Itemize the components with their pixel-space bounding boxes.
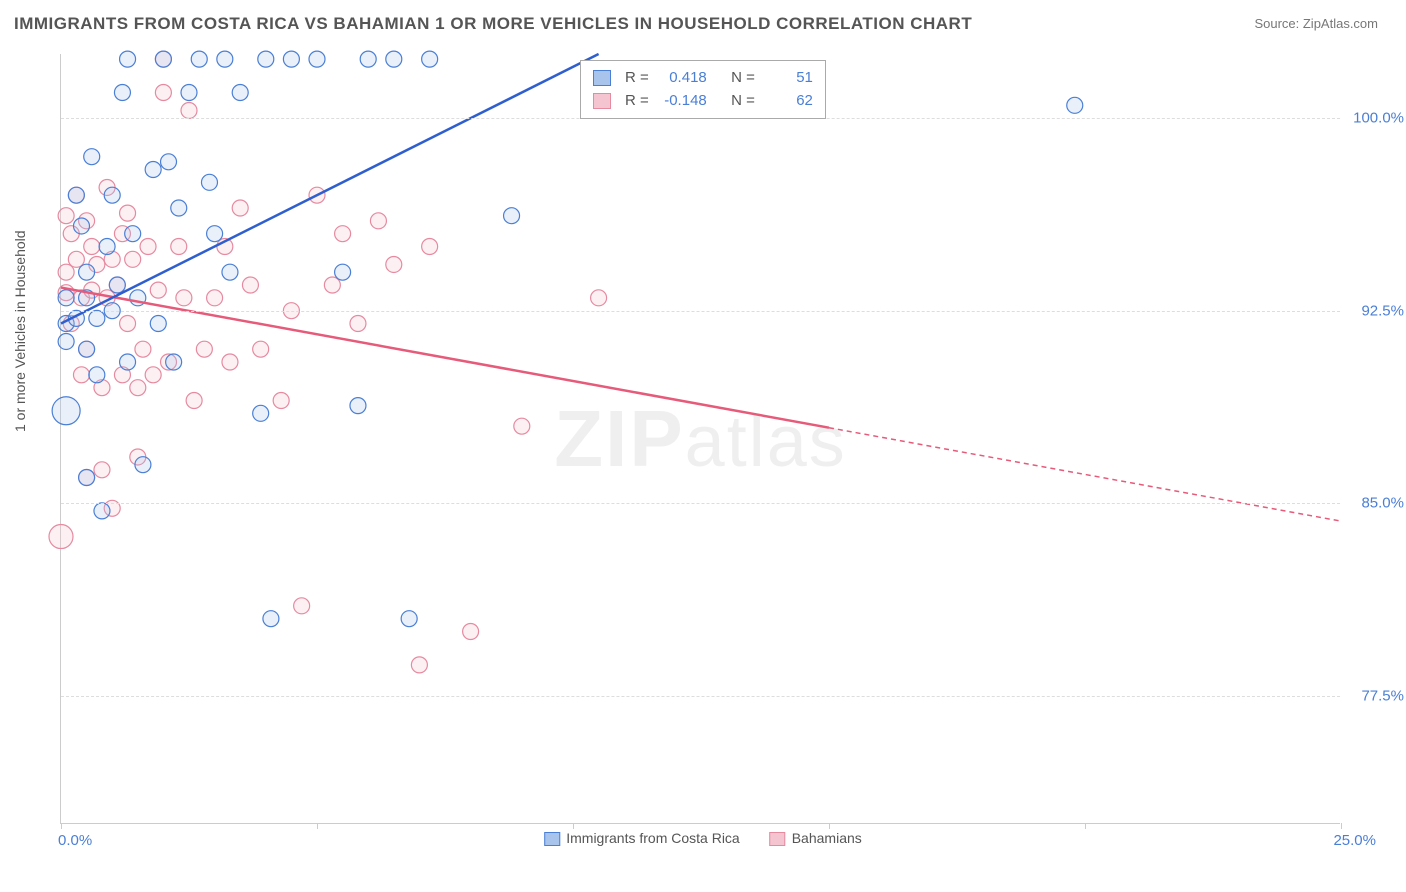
legend-row-a: R = 0.418 N = 51	[593, 67, 813, 90]
n-value-b: 62	[763, 90, 813, 113]
x-tick-max: 25.0%	[1333, 832, 1376, 849]
gridline	[61, 696, 1340, 697]
legend-label-a: Immigrants from Costa Rica	[566, 830, 739, 846]
source-prefix: Source:	[1254, 16, 1302, 31]
n-prefix: N =	[731, 90, 755, 113]
x-tick-mark	[317, 823, 318, 829]
r-value-b: -0.148	[657, 90, 707, 113]
series-legend: Immigrants from Costa Rica Bahamians	[544, 830, 862, 846]
n-value-a: 51	[763, 67, 813, 90]
n-prefix: N =	[731, 67, 755, 90]
r-prefix: R =	[625, 90, 649, 113]
gridline	[61, 503, 1340, 504]
source-link[interactable]: ZipAtlas.com	[1303, 16, 1378, 31]
legend-swatch-b	[593, 93, 611, 109]
y-axis-label: 1 or more Vehicles in Household	[12, 230, 28, 432]
legend-swatch-b2	[770, 832, 786, 846]
legend-swatch-a2	[544, 832, 560, 846]
x-tick-mark	[829, 823, 830, 829]
legend-label-b: Bahamians	[792, 830, 862, 846]
y-tick-label: 92.5%	[1361, 302, 1404, 319]
correlation-legend: R = 0.418 N = 51 R = -0.148 N = 62	[580, 60, 826, 119]
gridline	[61, 311, 1340, 312]
y-tick-label: 77.5%	[1361, 687, 1404, 704]
x-tick-mark	[573, 823, 574, 829]
y-tick-label: 100.0%	[1353, 110, 1404, 127]
legend-item-b: Bahamians	[770, 830, 862, 846]
x-tick-mark	[61, 823, 62, 829]
legend-row-b: R = -0.148 N = 62	[593, 90, 813, 113]
legend-swatch-a	[593, 70, 611, 86]
x-tick-mark	[1341, 823, 1342, 829]
y-tick-label: 85.0%	[1361, 495, 1404, 512]
chart-title: IMMIGRANTS FROM COSTA RICA VS BAHAMIAN 1…	[14, 14, 972, 34]
r-value-a: 0.418	[657, 67, 707, 90]
x-tick-min: 0.0%	[58, 832, 92, 849]
plot-area: ZIPatlas 77.5%85.0%92.5%100.0%	[60, 54, 1340, 824]
source-attribution: Source: ZipAtlas.com	[1254, 16, 1378, 31]
r-prefix: R =	[625, 67, 649, 90]
chart-svg	[61, 54, 1340, 823]
legend-item-a: Immigrants from Costa Rica	[544, 830, 739, 846]
x-tick-mark	[1085, 823, 1086, 829]
